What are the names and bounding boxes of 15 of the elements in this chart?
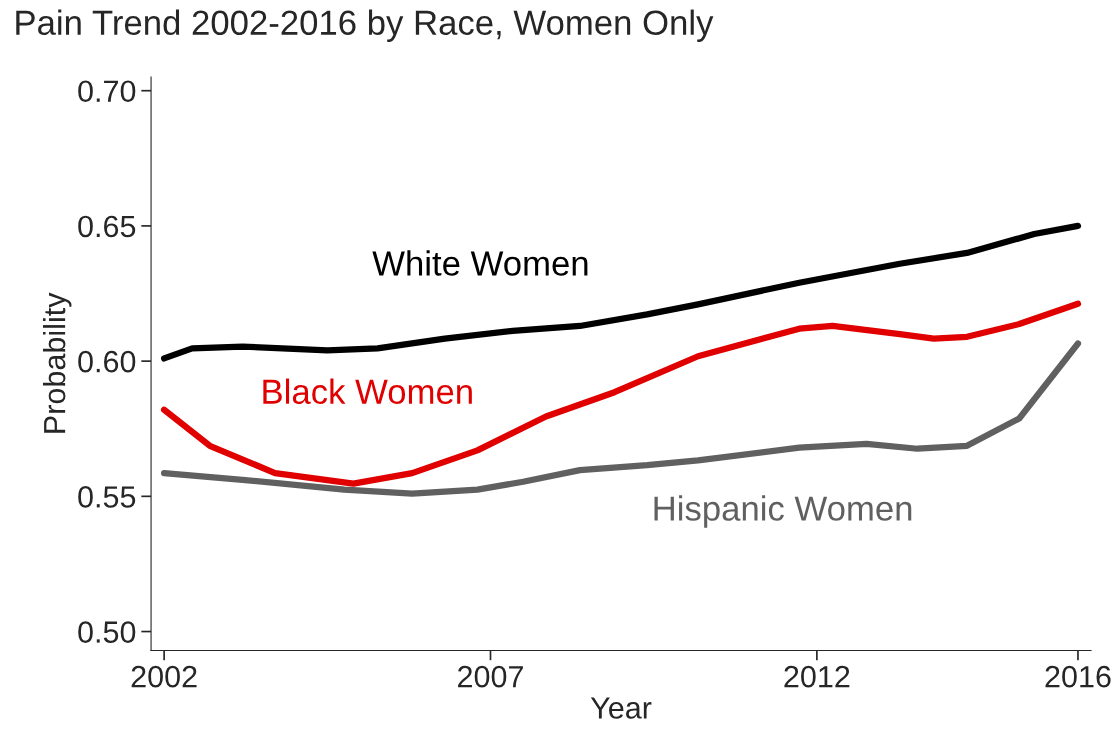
series-label: Black Women [263, 378, 472, 405]
x-axis-title: Year [590, 697, 652, 719]
y-tick-label: 0.50 [78, 621, 136, 643]
x-tick-label: 2016 [1045, 665, 1111, 688]
x-tick-label: 2007 [458, 665, 523, 688]
x-tick-label: 2012 [784, 665, 850, 688]
y-tick-label: 0.65 [78, 215, 136, 238]
y-axis-title: Probability [42, 292, 72, 433]
y-tick-label: 0.60 [78, 350, 136, 373]
y-tick-label: 0.70 [78, 80, 136, 103]
chart-title: Pain Trend 2002-2016 by Race, Women Only [16, 9, 714, 42]
series-label: White Women [372, 250, 588, 276]
y-tick-label: 0.55 [78, 486, 136, 508]
series-label: Hispanic Women [654, 495, 912, 528]
x-tick-label: 2002 [131, 665, 197, 688]
